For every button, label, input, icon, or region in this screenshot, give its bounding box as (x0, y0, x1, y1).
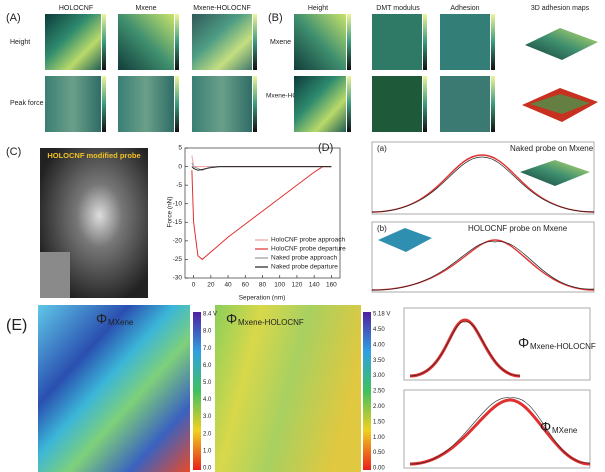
colorbar-label: 2.0 (203, 431, 212, 437)
distribution-plots (372, 142, 594, 292)
colorbar-label: 1.00 (373, 435, 385, 441)
y-tick-label: -15 (173, 219, 183, 226)
row-title: Mxene (270, 39, 291, 46)
map-symbol: Φ (226, 311, 237, 327)
x-axis-title: Seperation (nm) (239, 295, 286, 302)
colorbar-label: 0.50 (373, 450, 385, 456)
panel-label: (A) (6, 12, 21, 24)
colorbar-label: 0.00 (373, 466, 385, 472)
plot-title: HOLOCNF probe on Mxene (468, 224, 568, 233)
series-line (192, 167, 332, 171)
legend-label: Naked probe approach (271, 255, 338, 262)
colorbar-label: 2.50 (373, 389, 385, 395)
panel-label: (C) (6, 146, 21, 158)
force-chart: Force (nN) Seperation (nm) -30-25-20-15-… (167, 145, 346, 302)
kpfm-map (38, 305, 190, 472)
afm-images (294, 14, 598, 132)
colorbar (193, 312, 201, 470)
x-tick-label: 120 (292, 282, 303, 289)
plot-title: Naked probe on Mxene (510, 144, 594, 153)
colorbar-label: 4.00 (373, 342, 385, 348)
y-tick-label: -5 (176, 182, 182, 189)
x-tick-label: 60 (242, 282, 250, 289)
column-title: DMT modulus (376, 5, 420, 12)
kpfm-map (215, 305, 361, 472)
column-title: Height (308, 5, 328, 12)
x-tick-label: 0 (192, 282, 196, 289)
x-tick-label: 100 (274, 282, 285, 289)
image-caption: HOLOCNF modified probe (47, 151, 140, 160)
map-symbol: Φ (96, 311, 107, 327)
map-name: Mxene-HOLOCNF (238, 318, 304, 327)
colorbar-label: 8.4 V (203, 312, 217, 318)
colorbar-label: 4.50 (373, 327, 385, 333)
distribution-plots (404, 308, 590, 468)
plot-label: (a) (377, 144, 387, 153)
column-title: Mxene (135, 5, 156, 12)
colorbar-label: 1.50 (373, 419, 385, 425)
colorbar-label: 7.0 (203, 346, 212, 352)
y-tick-label: 5 (178, 145, 182, 152)
x-tick-label: 20 (207, 282, 215, 289)
x-tick-label: 80 (259, 282, 267, 289)
row-title: Height (10, 39, 30, 46)
plot-label: (b) (377, 224, 387, 233)
colorbar-label: 2.00 (373, 404, 385, 410)
colorbar-label: 0.0 (203, 466, 212, 472)
legend-label: HoloCNF probe departure (271, 246, 346, 253)
column-title: HOLOCNF (59, 5, 93, 12)
y-tick-label: -25 (173, 256, 183, 263)
legend-label: Naked probe departure (271, 264, 338, 271)
y-tick-label: -10 (173, 200, 183, 207)
colorbar-label: 4.0 (203, 397, 212, 403)
series-line (192, 155, 332, 166)
plot-symbol: Φ (540, 419, 551, 435)
colorbar-label: 5.18 V (373, 312, 390, 318)
x-tick-label: 40 (224, 282, 232, 289)
legend-label: HoloCNF probe approach (271, 237, 345, 244)
colorbar-label: 3.50 (373, 358, 385, 364)
colorbar (363, 312, 371, 470)
y-tick-label: -20 (173, 238, 183, 245)
colorbar-label: 8.0 (203, 329, 212, 335)
panel-label: (E) (6, 317, 27, 334)
figure: (A) HOLOCNF Mxene Mxene-HOLOCNF Height P… (0, 0, 605, 472)
column-title: Adhesion (450, 5, 479, 12)
panel-label: (B) (268, 12, 283, 24)
plot-symbol: Φ (518, 335, 529, 351)
plot-name: Mxene-HOLOCNF (530, 342, 596, 351)
map-name: MXene (108, 318, 134, 327)
colorbar-label: 3.00 (373, 373, 385, 379)
afm-images (45, 14, 257, 132)
x-tick-label: 140 (309, 282, 320, 289)
column-title: 3D adhesion maps (531, 5, 590, 12)
colorbar-label: 5.0 (203, 380, 212, 386)
inset-image (40, 252, 70, 298)
plot-name: MXene (552, 426, 578, 435)
colorbar-label: 3.0 (203, 414, 212, 420)
y-tick-label: 0 (178, 163, 182, 170)
x-tick-label: 160 (326, 282, 337, 289)
colorbar-label: 1.0 (203, 448, 212, 454)
panel-label: (D) (318, 142, 333, 154)
column-title: Mxene-HOLOCNF (193, 5, 251, 12)
y-tick-label: -30 (173, 275, 183, 282)
colorbar-label: 6.0 (203, 363, 212, 369)
